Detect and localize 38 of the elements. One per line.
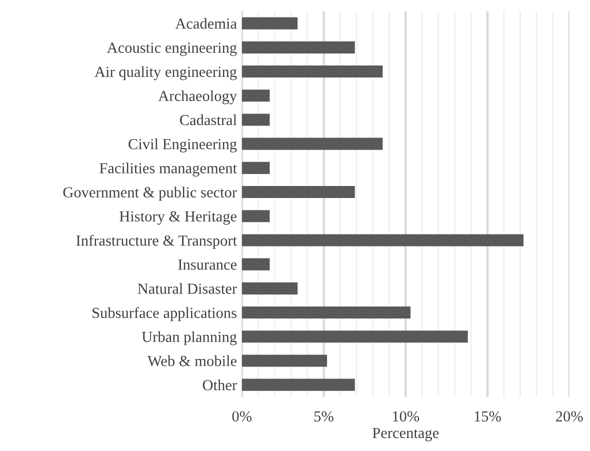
y-tick-label: Acoustic engineering [106,42,237,56]
x-tick-label: 15% [474,411,501,422]
y-tick-label: Cadastral [180,114,237,126]
y-tick-label: Insurance [178,260,237,270]
bar [242,354,328,367]
y-tick-label: Facilities management [100,162,237,177]
bar [242,210,270,222]
x-tick-label: 20% [556,411,583,422]
bar [242,378,355,391]
y-tick-label: Archaeology [158,90,237,104]
y-tick-label: Subsurface applications [92,307,236,322]
y-tick-label: Civil Engineering [128,138,237,152]
bar [242,162,270,174]
y-tick-label: Urban planning [142,331,237,346]
y-tick-label: Natural Disaster [138,283,237,294]
bar [242,234,524,246]
bar [242,306,411,319]
bar [242,41,355,54]
bar [242,258,270,270]
bar [242,114,270,126]
bar [242,17,298,30]
bar [242,330,468,343]
bar [242,186,355,198]
y-tick-label: Infrastructure & Transport [76,234,237,249]
y-tick-label: Government & public sector [63,186,237,201]
bar [242,138,383,150]
bar [242,282,298,294]
bar [242,90,270,102]
x-tick-label: 10% [392,411,420,422]
x-tick-label: 0% [232,411,252,422]
x-axis-title: Percentage [372,428,439,442]
y-tick-label: Academia [175,18,237,29]
y-tick-label: History & Heritage [120,211,237,225]
y-tick-label: Air quality engineering [94,66,237,80]
x-tick-label: 5% [314,411,334,422]
y-tick-label: Web & mobile [147,355,237,366]
bar [242,66,383,78]
y-tick-label: Other [202,380,237,390]
